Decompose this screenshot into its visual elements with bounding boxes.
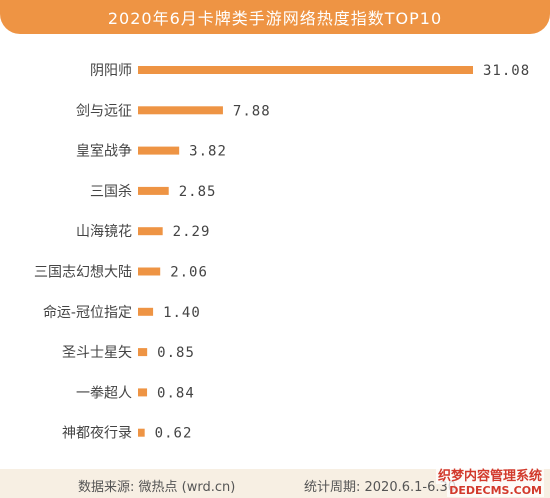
value-label: 1.40 <box>163 305 201 321</box>
value-label: 0.84 <box>157 385 195 401</box>
bar <box>138 106 223 115</box>
category-label: 三国杀 <box>90 184 132 200</box>
stat-period-text: 统计周期: 2020.6.1-6.30 <box>304 480 457 495</box>
bar <box>138 348 148 357</box>
value-label: 3.82 <box>189 144 227 160</box>
watermark-logo-sub: DEDECMS.COM <box>447 484 544 497</box>
chart-title: 2020年6月卡牌类手游网络热度指数TOP10 <box>107 9 443 28</box>
bar <box>138 388 148 397</box>
title-bar: 2020年6月卡牌类手游网络热度指数TOP10 <box>0 0 550 34</box>
category-label: 剑与远征 <box>76 103 132 119</box>
value-label: 2.29 <box>173 224 211 240</box>
category-label: 阴阳师 <box>90 63 132 79</box>
value-label: 0.85 <box>157 345 195 361</box>
bar <box>138 66 473 74</box>
value-label: 2.06 <box>170 265 208 281</box>
bar-chart: 阴阳师 31.08 剑与远征 7.88 皇室战争 3.82 三国杀 2.85 山海镜花 2.29 三… <box>34 63 530 442</box>
watermark-logo: 织梦内容管理系统 <box>435 465 544 484</box>
category-label: 神都夜行录 <box>62 426 132 442</box>
category-label: 圣斗士星矢 <box>62 345 132 361</box>
bar <box>138 428 145 437</box>
category-label: 皇室战争 <box>76 143 132 160</box>
data-source-text: 数据来源: 微热点 (wrd.cn) <box>78 480 236 495</box>
bar <box>138 227 163 236</box>
value-label: 7.88 <box>233 103 271 119</box>
bar <box>138 307 154 316</box>
bar <box>138 146 180 155</box>
bar <box>138 267 161 276</box>
value-label: 0.62 <box>155 426 193 442</box>
category-label: 命运-冠位指定 <box>43 304 132 321</box>
value-label: 31.08 <box>483 63 530 79</box>
bar <box>138 186 169 195</box>
value-label: 2.85 <box>179 184 217 200</box>
category-label: 三国志幻想大陆 <box>34 265 132 281</box>
category-label: 山海镜花 <box>76 224 132 240</box>
category-label: 一拳超人 <box>76 385 132 401</box>
